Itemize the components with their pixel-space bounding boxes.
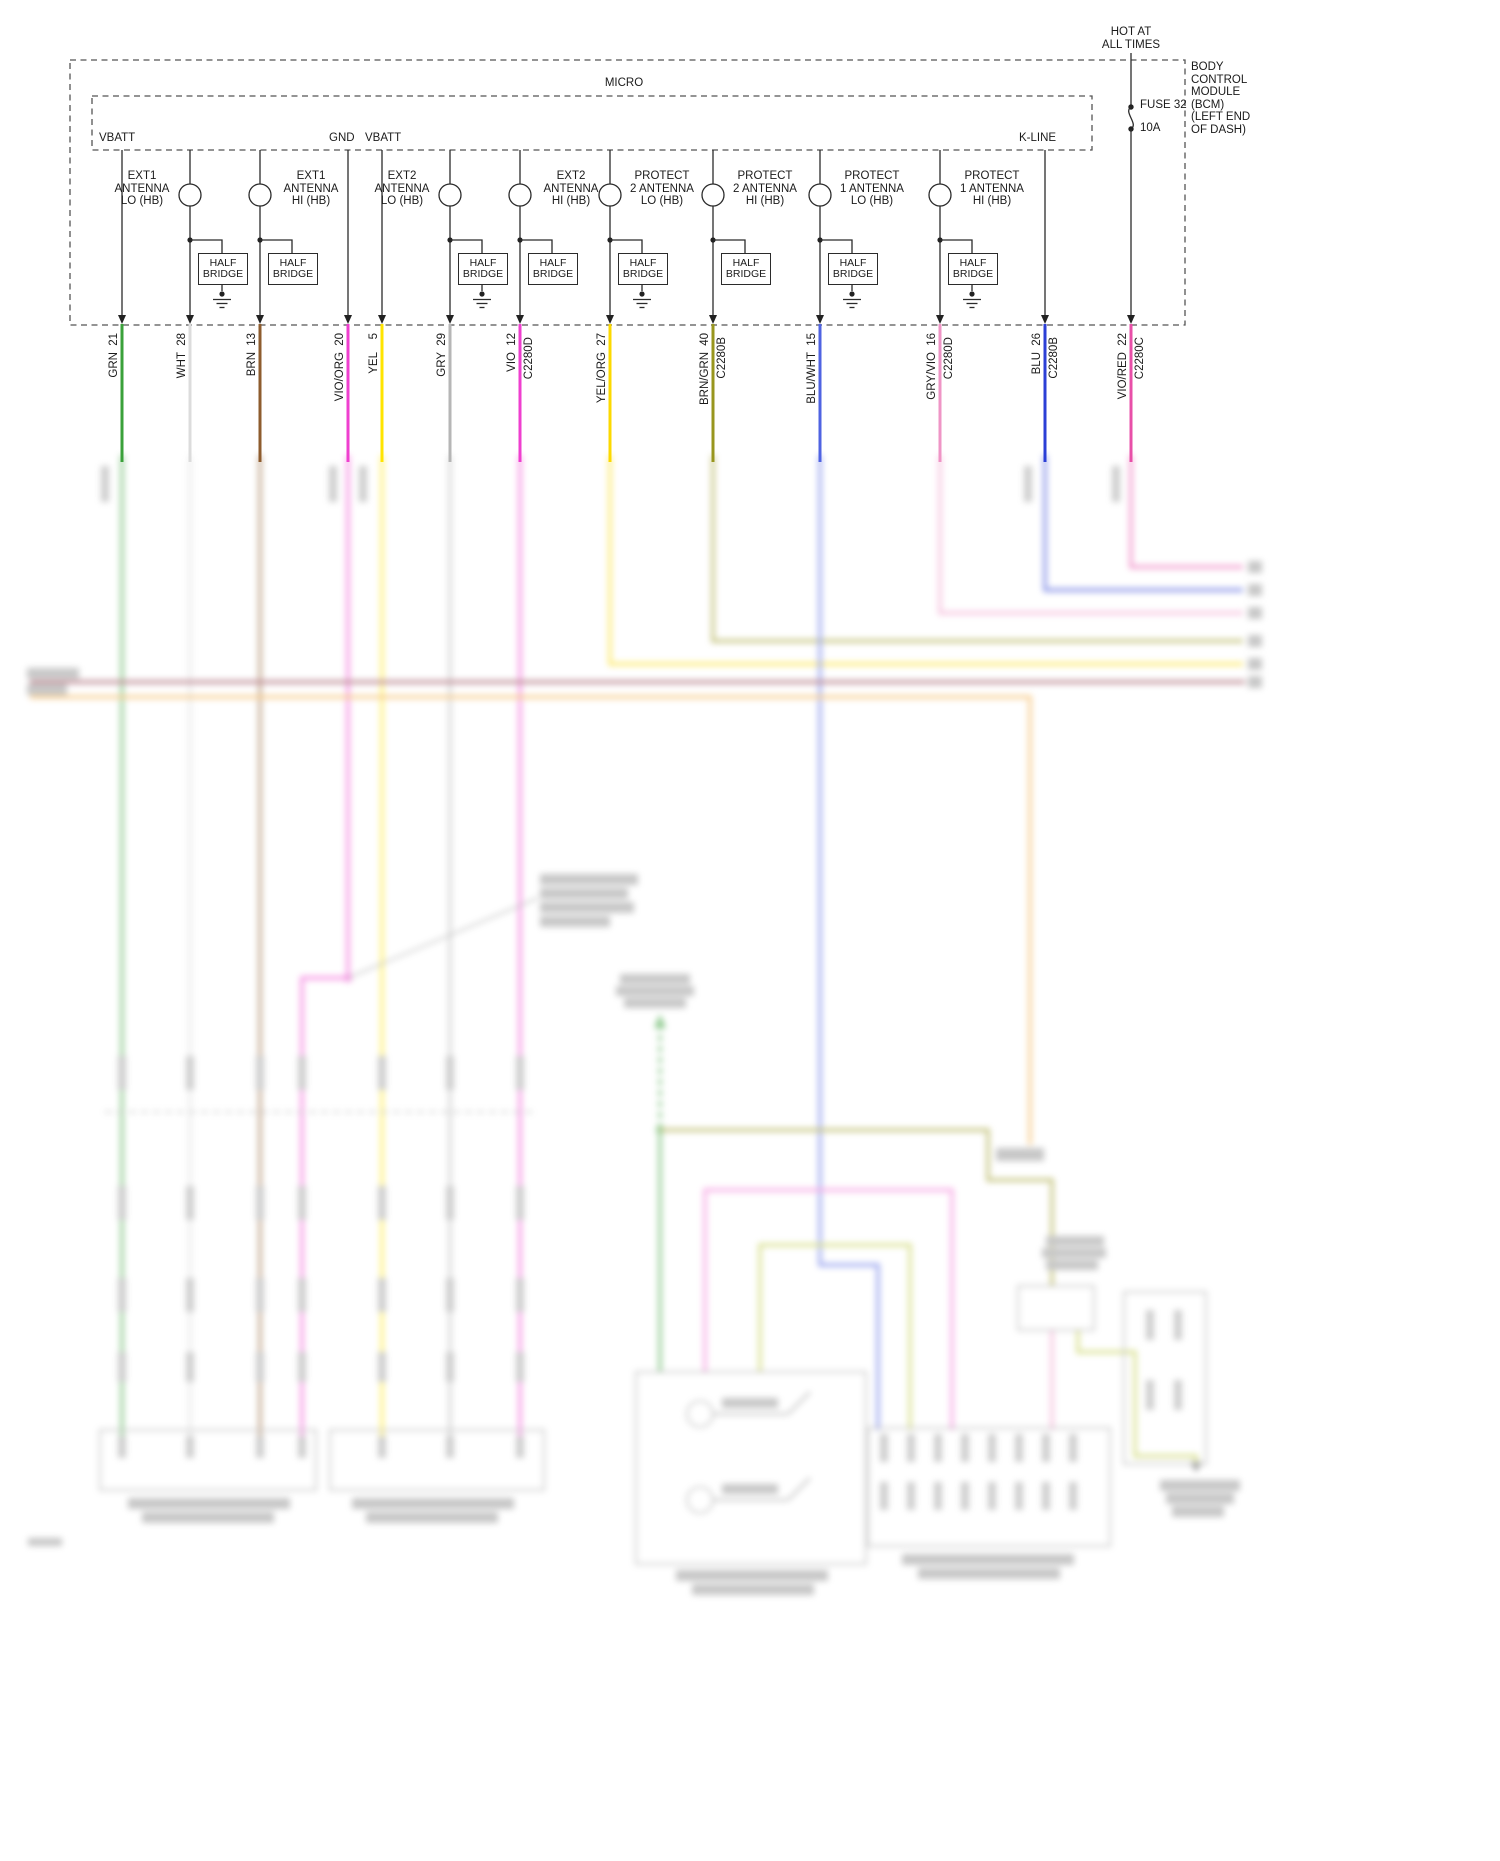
fuse-name-label: FUSE 32 xyxy=(1140,99,1187,111)
half-bridge-box: HALF BRIDGE xyxy=(198,253,248,285)
wire-color-label: GRY xyxy=(436,352,448,377)
internal-wiring xyxy=(121,150,1046,315)
faded-labels xyxy=(27,561,1262,1595)
pin-vbatt-label: VBATT xyxy=(99,132,136,144)
exit-wires xyxy=(120,324,1133,462)
wire-connector-label: C2280B xyxy=(716,337,728,379)
wire-color-label: BLU xyxy=(1031,352,1043,375)
channel-label-ext2-hi: EXT2 ANTENNA HI (HB) xyxy=(543,170,599,207)
wire-connector-label: C2280B xyxy=(1048,337,1060,379)
half-bridge-box: HALF BRIDGE xyxy=(721,253,771,285)
wire-color-label: BRN/GRN xyxy=(699,352,711,406)
wire-connector-label: C2280D xyxy=(943,337,955,380)
bcm-label: BODY CONTROL MODULE (BCM) (LEFT END OF D… xyxy=(1191,61,1251,136)
wire-connector-label: C2280C xyxy=(1134,337,1146,380)
pin-kline-label: K-LINE xyxy=(1019,132,1057,144)
half-bridge-box: HALF BRIDGE xyxy=(268,253,318,285)
channel-label-ext1-lo: EXT1 ANTENNA LO (HB) xyxy=(114,170,170,207)
wire-color-label: VIO/RED xyxy=(1117,352,1129,400)
half-bridge-box: HALF BRIDGE xyxy=(948,253,998,285)
micro-label: MICRO xyxy=(604,77,644,89)
pin-gnd-label: GND xyxy=(329,132,355,144)
wire-color-label: VIO/ORG xyxy=(334,352,346,402)
bcm-box-outline xyxy=(69,59,1186,326)
hot-at-all-times-label: HOT AT ALL TIMES xyxy=(1101,26,1161,51)
wire-connector-label: C2280D xyxy=(523,337,535,380)
wire-color-label: GRN xyxy=(108,352,120,378)
faded-connector-pins xyxy=(101,466,1182,1510)
half-bridge-box: HALF BRIDGE xyxy=(828,253,878,285)
fuse-32 xyxy=(1128,53,1134,315)
channel-label-ext1-hi: EXT1 ANTENNA HI (HB) xyxy=(283,170,339,207)
pin-vbatt2-label: VBATT xyxy=(365,132,402,144)
wire-color-label: GRY/VIO xyxy=(926,352,938,400)
channel-label-protect2-hi: PROTECT 2 ANTENNA HI (HB) xyxy=(733,170,797,207)
pin-exit-arrows xyxy=(118,315,1135,324)
channel-label-protect1-hi: PROTECT 1 ANTENNA HI (HB) xyxy=(960,170,1024,207)
fuse-rating-label: 10A xyxy=(1140,122,1161,134)
channel-label-protect1-lo: PROTECT 1 ANTENNA LO (HB) xyxy=(840,170,904,207)
channel-label-ext2-lo: EXT2 ANTENNA LO (HB) xyxy=(374,170,430,207)
half-bridge-box: HALF BRIDGE xyxy=(458,253,508,285)
wire-color-label: BLU/WHT xyxy=(806,352,818,404)
wire-color-label: VIO xyxy=(506,352,518,372)
ground-symbols xyxy=(213,283,981,309)
half-bridge-box: HALF BRIDGE xyxy=(618,253,668,285)
wire-color-label: YEL xyxy=(368,352,380,374)
faded-modules xyxy=(99,1111,1207,1565)
faded-wires xyxy=(30,455,1245,1472)
wire-color-label: YEL/ORG xyxy=(596,352,608,404)
wire-color-label: WHT xyxy=(176,352,188,379)
wire-color-label: BRN xyxy=(246,352,258,377)
half-bridge-box: HALF BRIDGE xyxy=(528,253,578,285)
channel-label-protect2-lo: PROTECT 2 ANTENNA LO (HB) xyxy=(630,170,694,207)
